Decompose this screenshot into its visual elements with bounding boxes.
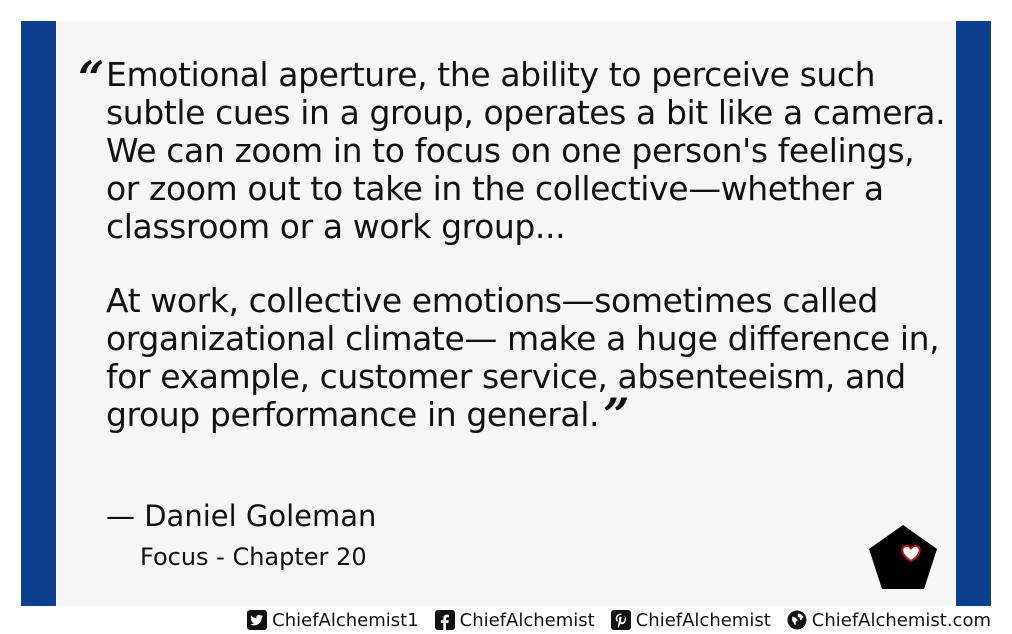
pinterest-handle: ChiefAlchemist [635,609,771,631]
pinterest-icon [610,610,631,630]
facebook-link[interactable]: ChiefAlchemist [434,609,595,631]
quote-text: Emotional aperture, the ability to perce… [106,55,946,439]
quote-author: — Daniel Goleman [106,499,377,533]
quote-paragraph-2: At work, collective emotions—sometimes c… [106,281,946,439]
quote-card: “ Emotional aperture, the ability to per… [21,21,991,606]
quote-source: Focus - Chapter 20 [140,543,367,571]
open-quote-mark: “ [78,51,105,105]
quote-panel: “ Emotional aperture, the ability to per… [56,21,956,606]
website-url: ChiefAlchemist.com [811,609,991,631]
social-footer: ChiefAlchemist1 ChiefAlchemist ChiefAlch… [247,607,991,633]
close-quote-mark: ” [603,388,630,442]
facebook-icon [434,610,455,630]
pentagon-heart-icon[interactable] [867,523,939,591]
pinterest-link[interactable]: ChiefAlchemist [610,609,771,631]
website-link[interactable]: ChiefAlchemist.com [787,610,991,631]
quote-paragraph-1: Emotional aperture, the ability to perce… [106,55,946,246]
facebook-handle: ChiefAlchemist [459,609,595,631]
quote-paragraph-2-text: At work, collective emotions—sometimes c… [106,281,940,434]
twitter-handle: ChiefAlchemist1 [272,609,419,631]
twitter-icon [247,610,268,630]
globe-icon [787,610,807,630]
twitter-link[interactable]: ChiefAlchemist1 [247,610,419,631]
